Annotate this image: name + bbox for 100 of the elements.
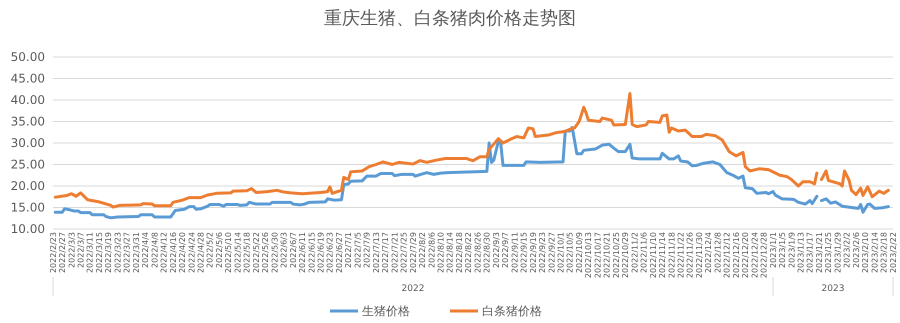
x-tick-label: 2022/2/23 [48,232,58,274]
y-tick-label: 45.00 [10,72,45,86]
x-tick-label: 2022/4/28 [196,232,206,274]
x-tick-label: 2022/5/14 [233,232,242,274]
x-tick-label: 2023/1/17 [806,232,815,274]
x-tick-label: 2022/3/11 [86,232,95,274]
x-tick-label: 2022/8/26 [473,232,482,274]
x-tick-label: 2022/7/29 [408,232,418,274]
x-tick-label: 2022/10/25 [612,232,621,278]
x-tick-label: 2022/7/17 [381,232,390,274]
x-tick-label: 2022/5/10 [224,232,234,274]
x-tick-label: 2022/8/18 [454,232,464,274]
x-tick-label: 2022/6/7 [288,232,298,268]
x-tick-label: 2022/12/16 [732,232,741,278]
x-tick-label: 2022/9/7 [501,232,510,268]
x-tick-label: 2022/5/26 [261,232,270,274]
x-tick-label: 2022/4/20 [178,232,188,274]
x-tick-label: 2022/9/23 [538,232,548,274]
y-tick-label: 35.00 [10,114,45,129]
x-tick-label: 2023/2/2 [842,232,852,268]
x-tick-label: 2022/6/15 [307,232,316,274]
x-tick-label: 2023/1/5 [778,232,788,268]
text: 2023 [822,284,844,294]
x-tick-label: 2022/11/6 [640,232,649,274]
x-tick-label: 2022/7/25 [400,232,409,274]
x-tick-label: 2022/9/15 [520,232,529,274]
x-tick-label: 2022/6/19 [316,232,326,274]
x-tick-label: 2022/9/3 [492,232,501,268]
x-tick-label: 2022/3/19 [104,232,114,274]
x-tick-label: 2022/3/7 [76,232,86,268]
x-tick-label: 2022/5/6 [214,232,224,268]
x-tick-label: 2022/7/5 [353,232,362,268]
x-tick-label: 2022/8/22 [464,232,474,274]
x-tick-label: 2022/9/11 [510,232,520,274]
x-tick-label: 2022/7/13 [372,232,381,274]
x-tick-label: 2022/2/27 [58,232,68,274]
x-tick-label: 2022/12/28 [760,232,769,278]
x-tick-label: 2022/11/30 [694,232,704,278]
x-tick-label: 2022/12/20 [741,232,750,278]
x-tick-label: 2022/3/3 [67,232,76,268]
x-tick-label: 2023/2/14 [870,232,880,274]
x-tick-label: 2022/11/26 [686,232,695,278]
y-tick-label: 15.00 [10,200,45,215]
y-tick-label: 25.00 [10,158,45,172]
x-tick-label: 2022/8/6 [427,232,436,268]
x-tick-label: 2022/9/19 [528,232,538,274]
x-tick-label: 2023/1/29 [833,232,842,274]
x-tick-label: 2022/5/30 [270,232,280,274]
x-tick-label: 2022/10/29 [621,232,630,278]
x-tick-label: 2022/7/1 [344,232,354,268]
x-tick-label: 2022/8/10 [436,232,446,274]
x-tick-label: 2022/5/2 [206,232,215,268]
x-tick-label: 2022/11/18 [667,232,676,278]
legend-label: 白条猪价格 [482,304,542,318]
x-tick-label: 2022/8/30 [482,232,492,274]
x-tick-label: 2022/12/4 [704,232,714,274]
x-tick-label: 2022/7/21 [390,232,400,274]
x-tick-label: 2023/2/22 [888,232,898,274]
x-tick-label: 2022/4/8 [150,232,160,268]
x-tick-label: 2022/4/16 [168,232,178,274]
chart-title: 重庆生猪、白条猪肉价格走势图 [324,8,576,29]
x-tick-label: 2022/11/22 [676,232,686,278]
x-tick-label: 2022/10/21 [602,232,612,278]
x-tick-label: 2022/6/23 [326,232,335,274]
x-tick-label: 2022/12/12 [722,232,732,278]
x-tick-label: 2022/6/27 [334,232,344,274]
x-tick-label: 2022/7/9 [362,232,372,268]
x-tick-label: 2022/8/14 [446,232,455,274]
x-tick-label: 2022/10/1 [556,232,566,274]
y-tick-label: 30.00 [10,136,45,150]
y-tick-label: 10.00 [10,222,45,236]
x-tick-label: 2022/10/13 [584,232,594,278]
legend-label: 生猪价格 [362,304,410,318]
x-tick-label: 2022/3/23 [113,232,122,274]
x-tick-label: 2023/1/1 [768,232,778,268]
text: 2022 [402,284,424,294]
x-tick-label: 2022/3/27 [122,232,132,274]
x-tick-label: 2022/10/9 [574,232,584,274]
y-tick-label: 20.00 [10,179,45,194]
x-tick-label: 2022/6/3 [280,232,289,268]
y-tick-label: 40.00 [10,93,45,108]
x-tick-label: 2022/3/15 [94,232,104,274]
y-tick-label: 50.00 [10,50,45,64]
x-tick-label: 2023/1/25 [824,232,834,274]
x-tick-label: 2022/4/4 [141,232,150,268]
x-tick-label: 2023/1/9 [787,232,796,268]
x-tick-label: 2023/1/21 [814,232,824,274]
x-tick-label: 2022/6/11 [298,232,308,274]
x-tick-label: 2022/12/24 [750,232,760,278]
x-tick-label: 2022/4/24 [187,232,196,274]
x-tick-label: 2022/10/17 [593,232,602,278]
x-tick-label: 2022/11/10 [648,232,658,278]
x-tick-label: 2023/1/13 [796,232,806,274]
x-tick-label: 2023/2/6 [852,232,861,268]
x-tick-label: 2022/11/14 [658,232,668,278]
x-tick-label: 2022/10/5 [566,232,575,274]
x-tick-label: 2022/5/22 [252,232,261,274]
x-tick-label: 2022/3/31 [132,232,141,274]
x-tick-label: 2022/4/12 [160,232,169,274]
x-tick-label: 2022/11/2 [630,232,640,274]
